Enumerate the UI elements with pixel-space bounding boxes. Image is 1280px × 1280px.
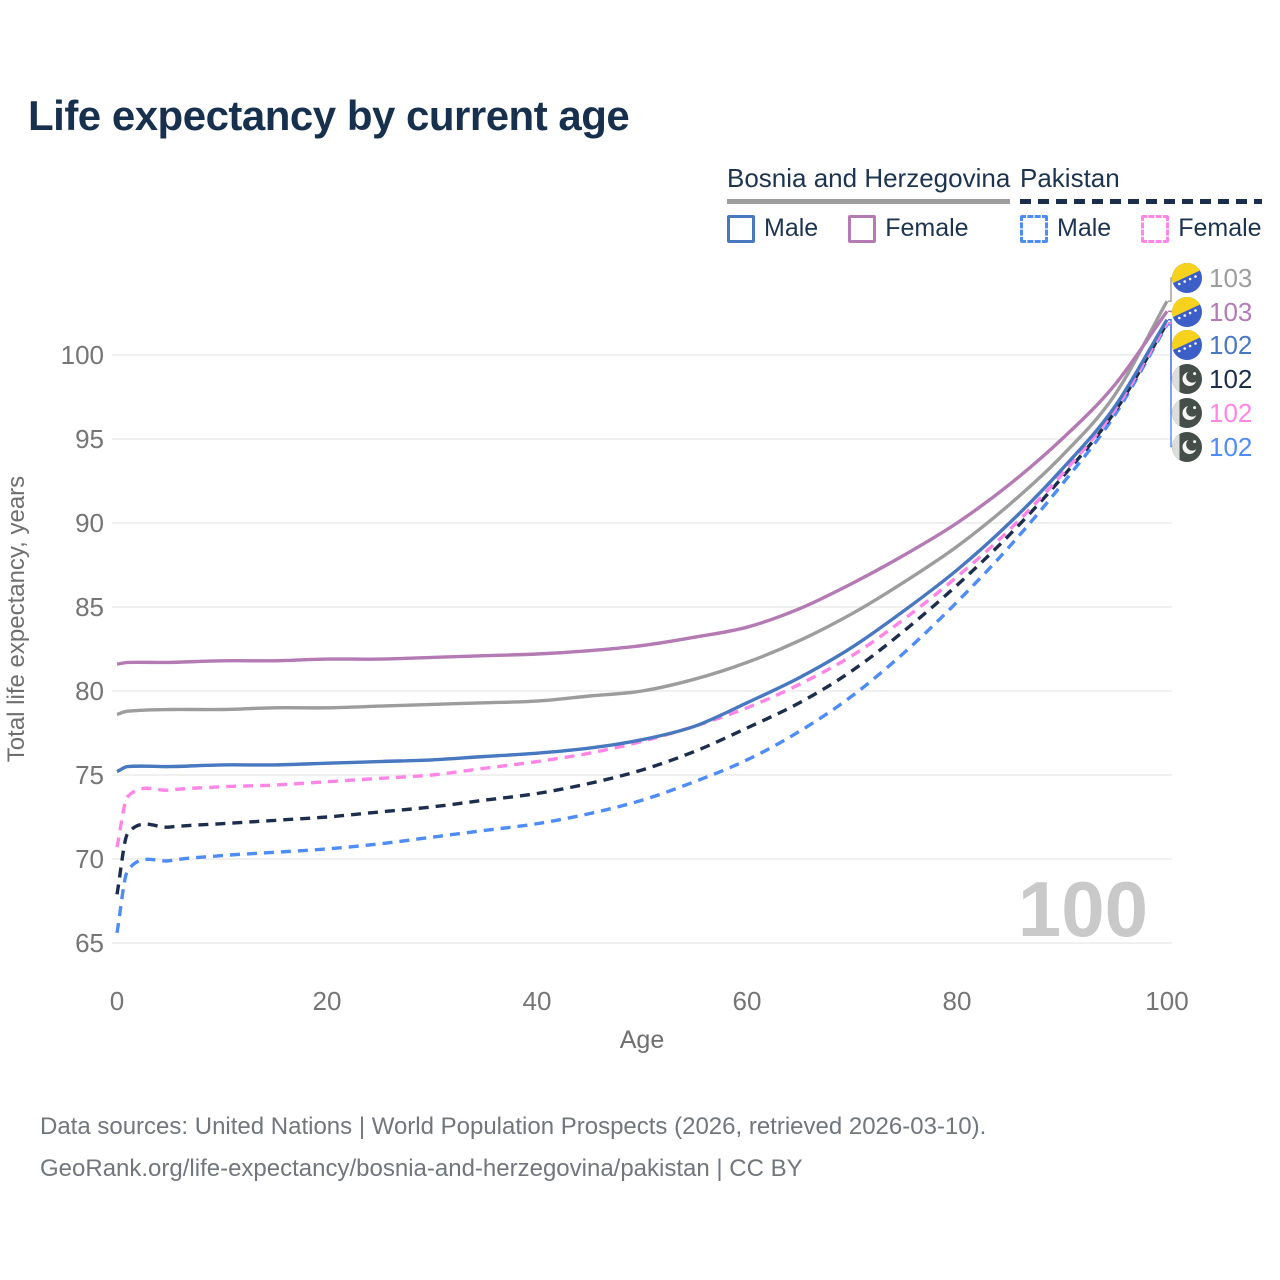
age-counter-watermark: 100 (1017, 865, 1148, 953)
x-tick-label-40: 40 (523, 986, 552, 1016)
legend-header-pakistan[interactable]: Pakistan (1020, 163, 1262, 204)
end-label-row-bosnia-male: 102 (1172, 328, 1252, 362)
legend-group-pakistan: Pakistan Male Female (1020, 163, 1262, 243)
legend-underline-bosnia (727, 199, 1011, 204)
legend-swatch-pakistan-male (1020, 214, 1048, 243)
x-tick-label-60: 60 (733, 986, 762, 1016)
series-line-pakistan_total (115, 322, 1169, 895)
pakistan-flag-icon (1172, 432, 1202, 462)
y-tick-label-100: 100 (61, 340, 104, 370)
end-label-value: 102 (1209, 397, 1253, 428)
end-label-row-pakistan-total: 102 (1172, 362, 1252, 396)
end-label-value: 103 (1209, 262, 1253, 293)
bosnia-and-herzegovina-flag-icon (1172, 297, 1202, 327)
y-tick-label-70: 70 (75, 844, 104, 874)
x-tick-label-0: 0 (110, 986, 124, 1016)
y-tick-label-90: 90 (75, 508, 104, 538)
x-tick-label-20: 20 (313, 986, 342, 1016)
series-line-pakistan_male (115, 323, 1169, 934)
series-line-bosnia_female (116, 310, 1169, 666)
legend-item-bosnia-female-label: Female (885, 214, 969, 242)
legend-item-pakistan-female-label: Female (1178, 214, 1262, 242)
chart-title: Life expectancy by current age (28, 92, 630, 139)
end-label-row-bosnia-total: 103 (1172, 261, 1252, 295)
end-label-row-pakistan-male: 102 (1172, 430, 1252, 464)
bosnia-and-herzegovina-flag-icon (1172, 330, 1202, 360)
x-axis-title: Age (619, 1026, 665, 1054)
series-line-bosnia_male (116, 318, 1169, 774)
y-tick-label-65: 65 (75, 928, 104, 958)
pakistan-flag-icon (1172, 398, 1202, 428)
legend-header-bosnia-label: Bosnia and Herzegovina (727, 163, 1011, 193)
legend-underline-pakistan (1020, 199, 1262, 204)
end-label-row-pakistan-female: 102 (1172, 396, 1252, 430)
legend-group-bosnia: Bosnia and Herzegovina Male Female (727, 163, 1011, 243)
legend-header-bosnia[interactable]: Bosnia and Herzegovina (727, 163, 1011, 204)
bosnia-and-herzegovina-flag-icon (1172, 263, 1202, 293)
legend-swatch-pakistan-female (1141, 214, 1170, 243)
footer: Data sources: United Nations | World Pop… (40, 1106, 986, 1190)
legend-item-bosnia-male-label: Male (764, 214, 819, 242)
legend-swatch-bosnia-female (848, 214, 877, 243)
x-tick-label-80: 80 (943, 986, 972, 1016)
end-label-value: 103 (1209, 296, 1253, 327)
x-tick-label-100: 100 (1145, 986, 1188, 1016)
y-tick-label-95: 95 (75, 424, 104, 454)
legend-item-bosnia-female[interactable]: Female (848, 214, 969, 243)
legend-item-pakistan-female[interactable]: Female (1141, 214, 1262, 243)
series-line-bosnia_total (116, 300, 1169, 717)
footer-attribution: GeoRank.org/life-expectancy/bosnia-and-h… (40, 1155, 803, 1182)
legend-swatch-bosnia-male (727, 214, 755, 243)
y-axis-title: Total life expectancy, years (3, 475, 30, 763)
legend-item-bosnia-male[interactable]: Male (727, 214, 818, 243)
legend-item-pakistan-male[interactable]: Male (1020, 214, 1111, 243)
end-label-value: 102 (1209, 363, 1253, 394)
legend-header-pakistan-label: Pakistan (1020, 163, 1120, 193)
legend-item-pakistan-male-label: Male (1057, 214, 1112, 242)
y-tick-label-75: 75 (75, 760, 104, 790)
end-label-value: 102 (1209, 431, 1253, 462)
y-tick-label-80: 80 (75, 676, 104, 706)
footer-data-sources: Data sources: United Nations | World Pop… (40, 1113, 987, 1140)
y-tick-label-85: 85 (75, 592, 104, 622)
pakistan-flag-icon (1172, 364, 1202, 394)
end-label-row-bosnia-female: 103 (1172, 295, 1252, 329)
end-label-value: 102 (1209, 329, 1253, 360)
